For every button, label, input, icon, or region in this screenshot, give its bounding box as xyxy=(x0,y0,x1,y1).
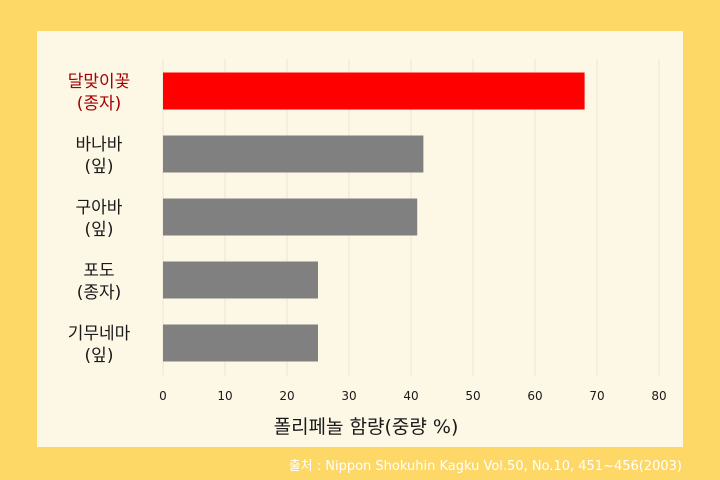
x-tick-label: 10 xyxy=(217,389,232,403)
bar xyxy=(163,198,418,236)
category-label: (종자) xyxy=(77,94,122,114)
category-label: 기무네마 xyxy=(68,324,131,344)
bars xyxy=(163,72,585,362)
x-axis-title: 폴리페놀 함량(중량 %) xyxy=(274,416,459,438)
bar xyxy=(163,324,318,362)
bar xyxy=(163,261,318,299)
x-tick-label: 40 xyxy=(403,389,418,403)
category-label: 바나바 xyxy=(76,135,123,155)
x-tick-label: 80 xyxy=(651,389,666,403)
x-tick-label: 60 xyxy=(527,389,542,403)
bar xyxy=(163,72,585,110)
category-label: (잎) xyxy=(85,346,114,366)
polyphenol-bar-chart: 달맞이꽃(종자)바나바(잎)구아바(잎)포도(종자)기무네마(잎) 0 10 20 3… xyxy=(68,59,667,438)
x-tick-label: 20 xyxy=(279,389,294,403)
x-tick-label: 70 xyxy=(589,389,604,403)
category-label: 구아바 xyxy=(76,198,123,218)
category-label: (잎) xyxy=(85,220,114,240)
category-label: (종자) xyxy=(77,283,122,303)
x-tick-label: 0 xyxy=(159,389,167,403)
chart-panel: 달맞이꽃 (종자) 바나바 (잎) 구아바 (잎) 포도 (종자) 기무네마 (잎) 0 10 20 3… xyxy=(37,31,683,447)
category-label: 달맞이꽃 xyxy=(68,72,131,92)
x-tick-label: 50 xyxy=(465,389,480,403)
source-note: 출처 : Nippon Shokuhin Kagku Vol.50, No.10… xyxy=(288,459,682,474)
category-label: (잎) xyxy=(85,157,114,177)
x-tick-label: 30 xyxy=(341,389,356,403)
category-labels: 달맞이꽃(종자)바나바(잎)구아바(잎)포도(종자)기무네마(잎) xyxy=(68,72,131,366)
category-label: 포도 xyxy=(83,261,114,281)
x-tick-labels: 0 10 20 30 40 50 60 70 80 xyxy=(159,389,666,403)
bar xyxy=(163,135,424,173)
